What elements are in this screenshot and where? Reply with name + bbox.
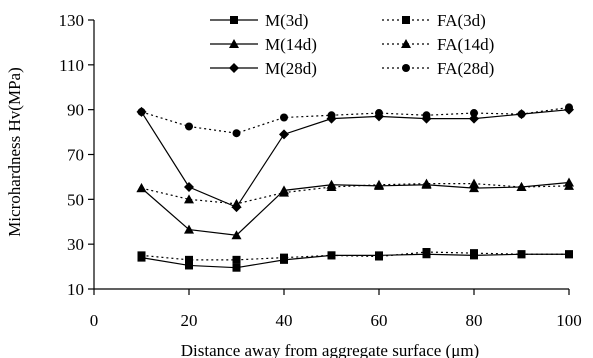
- data-point: [421, 178, 432, 188]
- data-point: [185, 255, 193, 264]
- data-point: [374, 179, 384, 189]
- legend-label: M(14d): [265, 35, 317, 54]
- data-point: [279, 129, 289, 140]
- data-point: [327, 251, 336, 260]
- x-tick-label: 100: [556, 311, 582, 330]
- y-tick-label: 10: [67, 280, 84, 299]
- series-line: [141, 253, 569, 269]
- y-tick-label: 90: [67, 101, 84, 120]
- data-point: [232, 255, 241, 264]
- x-axis-label: Distance away from aggregate surface (μm…: [181, 341, 479, 358]
- legend-item: FA(14d): [382, 35, 494, 54]
- legend-marker: [402, 16, 410, 24]
- y-tick-label: 70: [67, 146, 84, 165]
- legend-marker: [230, 16, 238, 24]
- x-tick-label: 40: [276, 311, 293, 330]
- data-point: [279, 187, 289, 197]
- legend-marker: [229, 63, 239, 73]
- data-point: [565, 103, 573, 112]
- data-point: [470, 109, 478, 118]
- data-point: [184, 182, 194, 193]
- legend-item: M(3d): [210, 11, 308, 30]
- data-point: [232, 129, 241, 138]
- data-point: [231, 230, 242, 240]
- x-tick-label: 80: [466, 311, 483, 330]
- data-point: [137, 251, 146, 260]
- series-layer: [136, 103, 574, 272]
- series-line: [141, 181, 570, 236]
- series-m-14d: [136, 177, 574, 240]
- data-point: [137, 107, 146, 116]
- y-tick-label: 50: [67, 190, 84, 209]
- data-point: [280, 113, 288, 122]
- chart-legend: M(3d) M(14d) M(28d) FA(3d) FA(14d) FA(28d): [210, 11, 494, 78]
- legend-label: FA(28d): [437, 59, 494, 78]
- data-point: [469, 178, 479, 188]
- data-point: [375, 109, 383, 118]
- legend-item: FA(3d): [382, 11, 486, 30]
- data-point: [516, 182, 527, 192]
- data-point: [517, 110, 526, 119]
- y-tick-label: 30: [67, 235, 84, 254]
- x-tick-label: 60: [371, 311, 388, 330]
- series-fa-14d: [136, 178, 574, 208]
- series-fa-3d: [137, 248, 573, 264]
- data-point: [185, 261, 193, 270]
- legend-item: FA(28d): [382, 59, 494, 78]
- legend-item: M(14d): [210, 35, 317, 54]
- legend-label: M(3d): [265, 11, 308, 30]
- legend-marker: [401, 39, 411, 48]
- x-tick-label: 20: [181, 311, 198, 330]
- data-point: [326, 182, 337, 192]
- series-line: [141, 106, 570, 134]
- chart-axes: 10 30 50 70 90 110 130 0 20 40 60 80 100: [59, 11, 582, 330]
- data-point: [565, 250, 573, 259]
- legend-item: M(28d): [210, 59, 317, 78]
- data-point: [327, 111, 336, 120]
- data-point: [184, 224, 194, 234]
- data-point: [422, 111, 431, 120]
- y-tick-label: 130: [59, 11, 85, 30]
- legend-marker: [402, 64, 410, 72]
- series-line: [141, 251, 569, 261]
- series-line: [141, 183, 570, 205]
- data-point: [517, 250, 526, 259]
- y-axis-label: Microhardness Hv(MPa): [5, 67, 24, 237]
- legend-label: FA(14d): [437, 35, 494, 54]
- data-point: [422, 248, 431, 257]
- legend-marker: [229, 39, 239, 48]
- data-point: [136, 183, 147, 193]
- legend-label: FA(3d): [437, 11, 486, 30]
- legend-label: M(28d): [265, 59, 317, 78]
- data-point: [185, 122, 193, 131]
- data-point: [375, 252, 383, 261]
- y-tick-label: 110: [59, 56, 84, 75]
- series-line: [140, 109, 570, 208]
- series-m-28d: [136, 104, 574, 213]
- data-point: [564, 180, 574, 190]
- data-point: [231, 198, 242, 208]
- x-tick-label: 0: [90, 311, 99, 330]
- data-point: [470, 249, 478, 258]
- data-point: [232, 263, 241, 272]
- data-point: [280, 253, 288, 262]
- data-point: [184, 194, 194, 204]
- series-fa-28d: [137, 103, 573, 138]
